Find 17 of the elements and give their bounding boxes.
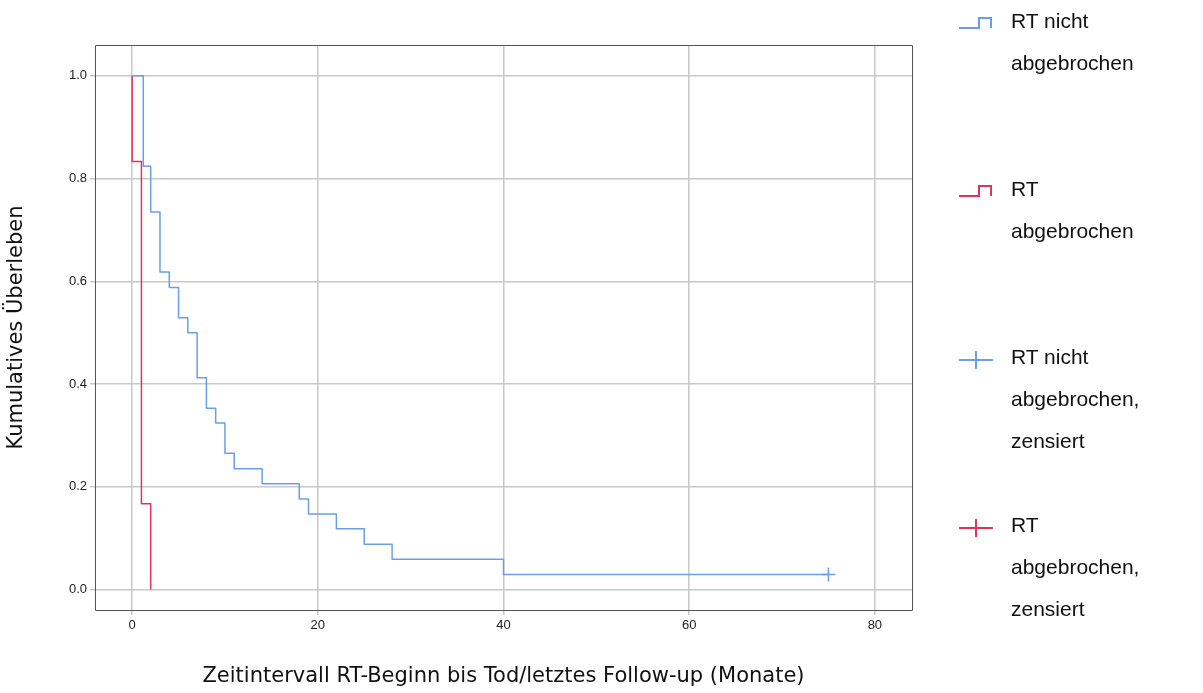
x-tick-label: 60 [681,617,697,633]
legend-label: RT nicht abgebrochen, zensiert [1011,344,1141,454]
x-tick-label: 40 [496,617,511,633]
y-tick-label: 0.6 [68,272,87,288]
legend-label: RT nicht abgebrochen [1011,8,1135,76]
x-tick-label: 20 [310,617,326,633]
y-tick-label: 0.2 [68,478,87,494]
y-tick-label: 0.8 [68,170,87,186]
y-tick-label: 0.4 [68,375,87,391]
x-tick-label: 80 [867,617,883,633]
x-axis-title: Zeitintervall RT-Beginn bis Tod/letztes Follow-up (Monate) [202,662,805,687]
y-tick-label: 1.0 [68,67,87,83]
legend-label: RT abgebrochen [1011,176,1135,244]
legend-label: RT abgebrochen, zensiert [1011,512,1141,622]
y-axis-title: Kumulatives Überleben [2,205,28,450]
x-tick-label: 0 [128,617,136,633]
y-tick-label: 0.0 [68,581,87,597]
